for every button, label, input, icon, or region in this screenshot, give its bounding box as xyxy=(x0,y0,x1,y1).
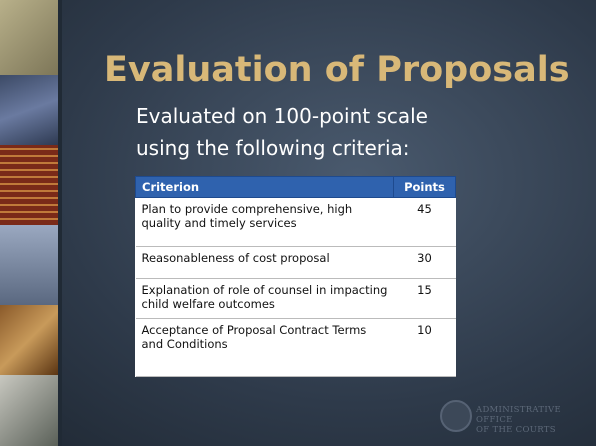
criterion-cell: Reasonableness of cost proposal xyxy=(135,246,394,279)
footer-line: OF THE COURTS xyxy=(476,425,556,435)
header-cell: Points xyxy=(393,176,456,198)
footer-logo-text: ADMINISTRATIVE OFFICE OF THE COURTS xyxy=(476,405,596,435)
footer-line: ADMINISTRATIVE OFFICE xyxy=(476,405,561,425)
header-cell: Criterion xyxy=(135,176,394,198)
points-cell: 10 xyxy=(393,318,456,377)
slide-body: Evaluated on 100-point scale using the f… xyxy=(136,104,428,160)
slide-title: Evaluation of Proposals xyxy=(104,50,570,90)
criterion-cell: Plan to provide comprehensive, high qual… xyxy=(135,197,394,247)
criteria-table: Criterion Points Plan to provide compreh… xyxy=(135,176,456,377)
table-row: Reasonableness of cost proposal 30 xyxy=(135,246,456,279)
seal-logo xyxy=(440,400,472,432)
table-row: Plan to provide comprehensive, high qual… xyxy=(135,197,456,247)
table-header: Criterion Points xyxy=(135,176,456,198)
points-cell: 15 xyxy=(393,278,456,319)
criterion-cell: Acceptance of Proposal Contract Terms an… xyxy=(135,318,394,377)
table-row: Acceptance of Proposal Contract Terms an… xyxy=(135,318,456,377)
points-cell: 45 xyxy=(393,197,456,247)
criterion-cell: Explanation of role of counsel in impact… xyxy=(135,278,394,319)
points-cell: 30 xyxy=(393,246,456,279)
table-row: Explanation of role of counsel in impact… xyxy=(135,278,456,319)
image-strip xyxy=(0,0,62,446)
